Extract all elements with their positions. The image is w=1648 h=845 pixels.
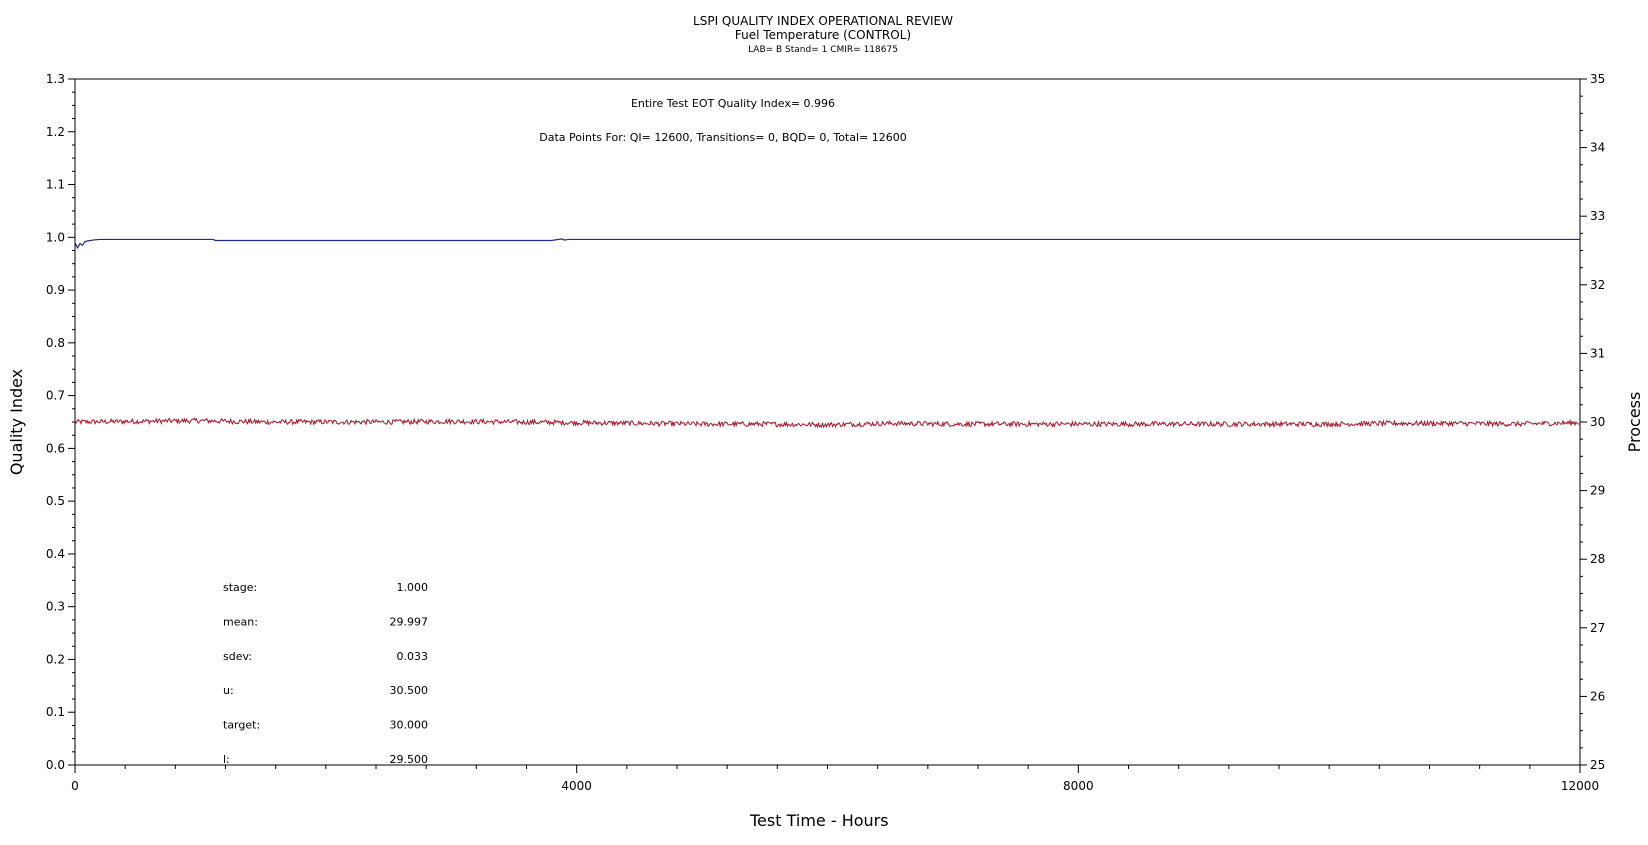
y-axis-left: 0.0 0.1 0.2 0.3 0.4 0.5 0.6 0.7 0.8 0.9 1.0 1.1 1.2 1… (46, 72, 75, 772)
stat-label: sdev: (223, 650, 252, 663)
y-tick-label: 0.5 (46, 494, 65, 508)
stat-label: mean: (223, 615, 258, 628)
stat-label: target: (223, 719, 260, 732)
y-tick-label: 0.9 (46, 283, 65, 297)
chart-subtitle: Fuel Temperature (CONTROL) (735, 28, 911, 42)
stat-value: 30.000 (390, 719, 429, 732)
points-annotation: Data Points For: QI= 12600, Transitions=… (539, 131, 907, 144)
series-line-quality-index (74, 238, 1580, 250)
y-tick-label: 1.3 (46, 72, 65, 86)
y2-tick-label: 30 (1590, 415, 1605, 429)
stat-label: stage: (223, 581, 257, 594)
y2-tick-label: 26 (1590, 689, 1605, 703)
y2-tick-label: 34 (1590, 141, 1605, 155)
y-tick-label: 0.7 (46, 389, 65, 403)
y-tick-label: 0.8 (46, 336, 65, 350)
y-tick-label: 0.1 (46, 705, 65, 719)
stat-value: 0.033 (397, 650, 429, 663)
x-tick-label: 4000 (561, 779, 592, 793)
y-tick-label: 0.4 (46, 547, 65, 561)
stat-label: l: (223, 753, 230, 766)
y-tick-label: 0.3 (46, 600, 65, 614)
y2-tick-label: 35 (1590, 72, 1605, 86)
series-line-process (74, 417, 1581, 429)
y2-tick-label: 32 (1590, 278, 1605, 292)
y2-tick-label: 33 (1590, 209, 1605, 223)
y2-tick-label: 31 (1590, 346, 1605, 360)
stat-value: 29.997 (390, 615, 429, 628)
x-axis: 0 4000 8000 12000 (71, 765, 1599, 793)
stat-label: u: (223, 684, 234, 697)
qi-annotation: Entire Test EOT Quality Index= 0.996 (631, 97, 835, 110)
y2-axis-title: Process (1625, 392, 1644, 453)
chart-title: LSPI QUALITY INDEX OPERATIONAL REVIEW (693, 14, 953, 28)
y-tick-label: 0.0 (46, 758, 65, 772)
stat-value: 1.000 (397, 581, 429, 594)
y-axis-title: Quality Index (7, 369, 26, 475)
y-tick-label: 1.2 (46, 125, 65, 139)
stat-value: 30.500 (390, 684, 429, 697)
y-tick-label: 0.2 (46, 652, 65, 666)
y2-tick-label: 27 (1590, 621, 1605, 635)
y2-tick-label: 29 (1590, 484, 1605, 498)
chart-subtitle-info: LAB= B Stand= 1 CMIR= 118675 (748, 45, 898, 55)
x-tick-label: 8000 (1063, 779, 1094, 793)
plot-frame (74, 78, 1581, 766)
x-tick-label: 12000 (1561, 779, 1599, 793)
x-axis-title: Test Time - Hours (749, 811, 889, 830)
x-tick-label: 0 (71, 779, 79, 793)
stat-value: 29.500 (390, 753, 429, 766)
stats-table: stage: 1.000 mean: 29.997 sdev: 0.033 u: 30.500… (223, 581, 428, 766)
y2-tick-label: 28 (1590, 552, 1605, 566)
y-axis-right: 25 26 27 28 29 30 31 32 33 34 35 (1580, 72, 1605, 772)
y-tick-label: 0.6 (46, 441, 65, 455)
y-tick-label: 1.0 (46, 230, 65, 244)
y-tick-label: 1.1 (46, 178, 65, 192)
y2-tick-label: 25 (1590, 758, 1605, 772)
